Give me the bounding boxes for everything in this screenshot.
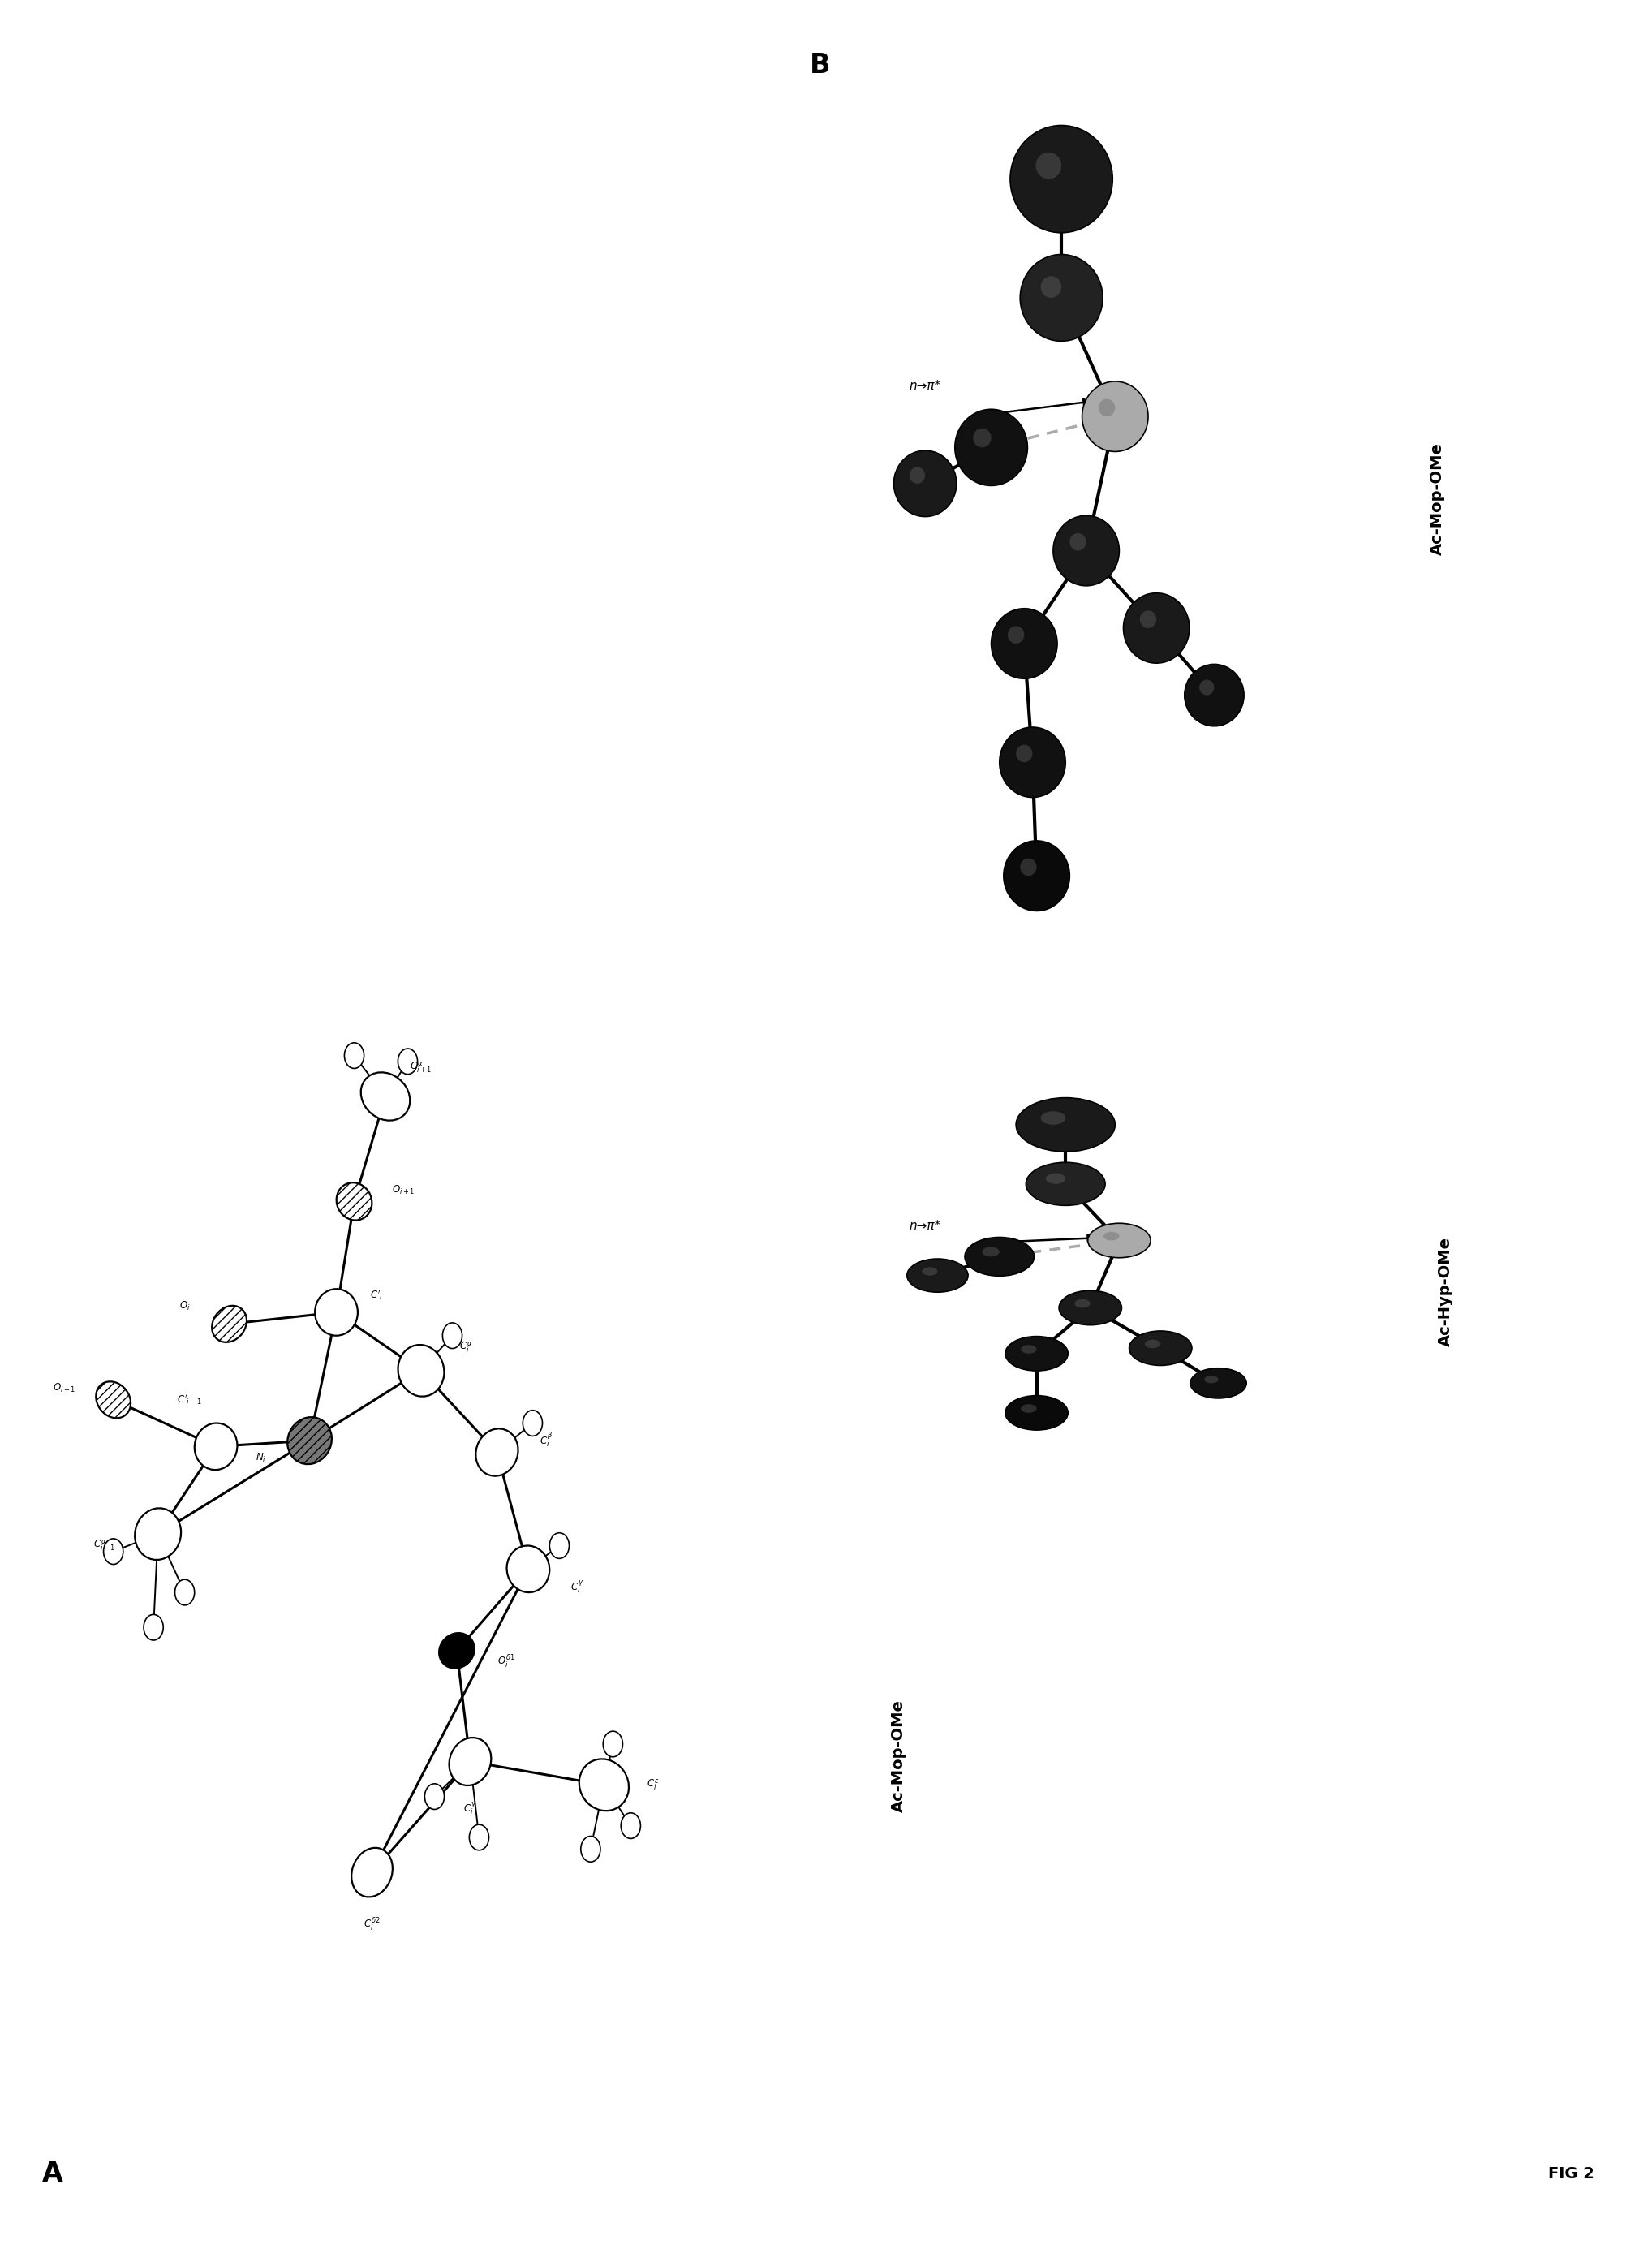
Ellipse shape [965, 1236, 1034, 1277]
Text: $C^\alpha_{i-1}$: $C^\alpha_{i-1}$ [94, 1539, 116, 1553]
Ellipse shape [96, 1382, 131, 1418]
Ellipse shape [1004, 1337, 1067, 1371]
Circle shape [621, 1813, 641, 1838]
Ellipse shape [1041, 276, 1061, 298]
Ellipse shape [1140, 610, 1156, 628]
Circle shape [550, 1533, 570, 1560]
Text: Ac-Mop-OMe: Ac-Mop-OMe [1429, 442, 1446, 557]
Ellipse shape [1199, 680, 1214, 696]
Ellipse shape [1184, 664, 1244, 727]
Circle shape [582, 1836, 600, 1863]
Text: $C^{\delta 2}_i$: $C^{\delta 2}_i$ [363, 1916, 380, 1932]
Ellipse shape [1016, 1097, 1115, 1151]
Ellipse shape [1099, 399, 1115, 417]
Ellipse shape [1123, 592, 1189, 664]
Ellipse shape [1074, 1299, 1090, 1308]
Ellipse shape [955, 408, 1028, 485]
Ellipse shape [360, 1073, 410, 1120]
Ellipse shape [981, 1248, 999, 1257]
Ellipse shape [909, 467, 925, 485]
Text: $C'_{i-1}$: $C'_{i-1}$ [177, 1394, 202, 1407]
Ellipse shape [1021, 1344, 1037, 1353]
Ellipse shape [1104, 1232, 1120, 1241]
Ellipse shape [1070, 534, 1087, 550]
Circle shape [398, 1048, 418, 1075]
Text: $O_{i+1}$: $O_{i+1}$ [392, 1183, 415, 1196]
Text: $C^\gamma_i$: $C^\gamma_i$ [464, 1800, 477, 1815]
Text: FIG 2: FIG 2 [1548, 2165, 1594, 2181]
Ellipse shape [991, 608, 1057, 678]
Ellipse shape [449, 1737, 491, 1786]
Text: n→π*: n→π* [909, 379, 942, 393]
Circle shape [344, 1043, 363, 1068]
Text: $O_{i-1}$: $O_{i-1}$ [53, 1382, 76, 1394]
Ellipse shape [316, 1288, 358, 1335]
Ellipse shape [1087, 1223, 1150, 1257]
Ellipse shape [1059, 1290, 1122, 1324]
Ellipse shape [476, 1429, 519, 1477]
Ellipse shape [287, 1418, 332, 1463]
Text: $C^\alpha_i$: $C^\alpha_i$ [459, 1340, 472, 1355]
Circle shape [175, 1580, 195, 1604]
Ellipse shape [1046, 1174, 1066, 1185]
Ellipse shape [999, 727, 1066, 797]
Ellipse shape [398, 1344, 444, 1396]
Ellipse shape [337, 1183, 372, 1221]
Text: $C^\epsilon_i$: $C^\epsilon_i$ [648, 1777, 659, 1793]
Ellipse shape [211, 1306, 246, 1342]
Ellipse shape [1019, 254, 1104, 341]
Ellipse shape [1026, 1162, 1105, 1205]
Text: n→π*: n→π* [909, 1221, 942, 1232]
Ellipse shape [907, 1259, 968, 1293]
Ellipse shape [135, 1508, 182, 1560]
Ellipse shape [195, 1423, 238, 1470]
Circle shape [443, 1322, 463, 1349]
Text: Ac-Hyp-OMe: Ac-Hyp-OMe [1437, 1236, 1454, 1346]
Ellipse shape [439, 1634, 474, 1667]
Ellipse shape [922, 1268, 938, 1275]
Ellipse shape [1004, 1396, 1067, 1429]
Circle shape [603, 1730, 623, 1757]
Ellipse shape [1019, 857, 1037, 875]
Ellipse shape [507, 1546, 550, 1593]
Circle shape [469, 1824, 489, 1851]
Ellipse shape [352, 1847, 393, 1896]
Text: B: B [809, 52, 831, 79]
Ellipse shape [1189, 1369, 1246, 1398]
Ellipse shape [1130, 1331, 1191, 1364]
Ellipse shape [1036, 153, 1061, 180]
Text: Ac-Mop-OMe: Ac-Mop-OMe [890, 1699, 905, 1813]
Circle shape [425, 1784, 444, 1809]
Ellipse shape [1003, 842, 1070, 911]
Ellipse shape [580, 1759, 629, 1811]
Ellipse shape [1145, 1340, 1160, 1349]
Text: $C^\beta_i$: $C^\beta_i$ [540, 1432, 552, 1450]
Text: $C^\alpha_{i+1}$: $C^\alpha_{i+1}$ [410, 1059, 433, 1075]
Ellipse shape [1082, 381, 1148, 451]
Ellipse shape [1041, 1111, 1066, 1124]
Circle shape [104, 1539, 124, 1564]
Text: $N_i$: $N_i$ [254, 1452, 266, 1465]
Text: $O^{\delta 1}_i$: $O^{\delta 1}_i$ [497, 1654, 515, 1670]
Ellipse shape [894, 451, 957, 516]
Text: $C'_i$: $C'_i$ [370, 1288, 383, 1302]
Circle shape [522, 1409, 542, 1436]
Text: $O_i$: $O_i$ [178, 1299, 190, 1313]
Ellipse shape [1052, 516, 1120, 586]
Ellipse shape [973, 429, 991, 447]
Ellipse shape [1008, 626, 1024, 644]
Ellipse shape [1204, 1376, 1218, 1382]
Ellipse shape [1016, 745, 1032, 763]
Ellipse shape [1021, 1405, 1037, 1414]
Text: A: A [41, 2161, 63, 2188]
Text: $C^\gamma_i$: $C^\gamma_i$ [570, 1578, 583, 1595]
Ellipse shape [1011, 126, 1113, 233]
Circle shape [144, 1613, 164, 1640]
